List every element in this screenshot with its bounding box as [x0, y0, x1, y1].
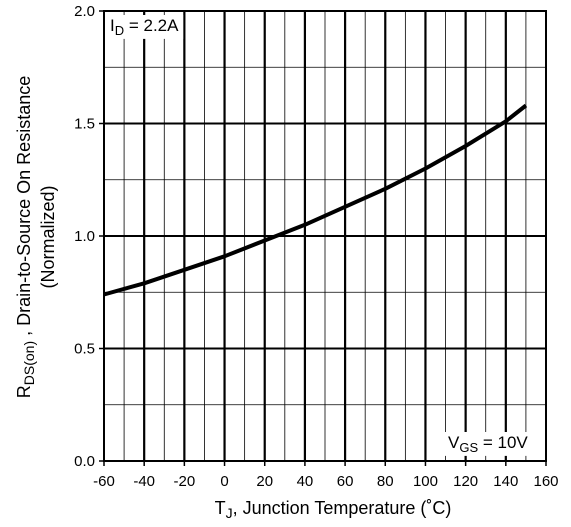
x-tick-label: -20: [174, 473, 196, 490]
y-axis-title: RDS(on) , Drain-to-Source On Resistance: [14, 76, 37, 398]
y-tick-label: 1.5: [74, 116, 95, 133]
x-axis-ticks: -60 -40 -20 0 20 40 60 80 100 120 140 160: [93, 473, 558, 490]
y-axis-title-line2: (Normalized): [38, 185, 58, 288]
y-tick-label: 1.0: [74, 228, 95, 245]
x-tick-label: 100: [413, 473, 438, 490]
y-axis-ticks: 0.0 0.5 1.0 1.5 2.0: [74, 3, 95, 470]
annotation-vgs: VGS = 10V: [448, 433, 528, 455]
x-tick-label: 160: [533, 473, 558, 490]
x-tick-label: -40: [133, 473, 155, 490]
annotation-vgs-backing: [444, 432, 533, 456]
x-axis-title: TJ, Junction Temperature (˚C): [215, 498, 452, 521]
y-tick-label: 0.5: [74, 341, 95, 358]
annotation-id: ID = 2.2A: [110, 16, 179, 38]
x-tick-label: 80: [377, 473, 394, 490]
x-tick-label: 120: [453, 473, 478, 490]
y-tick-label: 0.0: [74, 453, 95, 470]
plot-frame: [103, 10, 547, 462]
series-layer: [103, 103, 528, 297]
x-tick-label: 140: [493, 473, 518, 490]
x-tick-label: 0: [220, 473, 228, 490]
series-line: [103, 103, 528, 297]
grid: [99, 10, 547, 466]
x-tick-label: 60: [337, 473, 354, 490]
x-tick-label: -60: [93, 473, 115, 490]
x-tick-label: 20: [256, 473, 273, 490]
y-tick-label: 2.0: [74, 3, 95, 20]
annotation-id-backing: [106, 15, 184, 39]
x-tick-label: 40: [297, 473, 314, 490]
